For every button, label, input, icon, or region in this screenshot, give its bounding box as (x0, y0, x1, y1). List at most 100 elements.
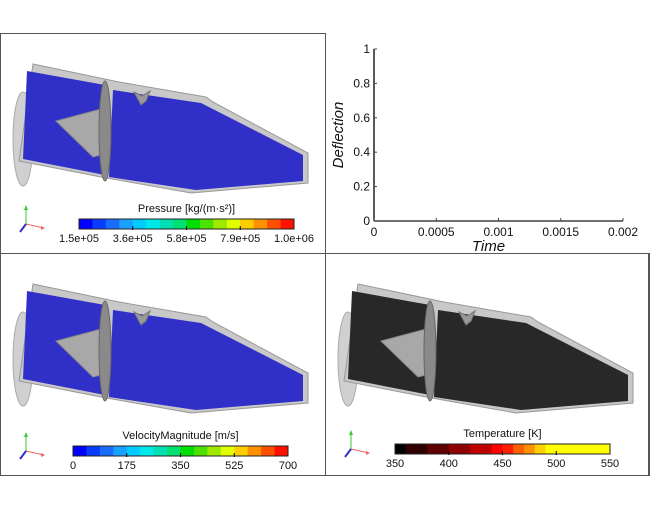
axis-triad-icon (344, 430, 370, 458)
colorbar-segment (599, 444, 611, 454)
colorbar-segment (234, 446, 249, 456)
colorbar-tick-label: 550 (600, 458, 620, 470)
colorbar-segment (167, 446, 181, 456)
contour-field (109, 310, 303, 410)
colorbar-segment (459, 444, 471, 454)
colorbar-segment (173, 219, 187, 229)
y-axis-title: Deflection (330, 102, 347, 169)
colorbar-segment (247, 446, 262, 456)
colorbar-segment (132, 219, 147, 229)
colorbar-segment (267, 219, 282, 229)
colorbar-segment (502, 444, 514, 454)
colorbar-segment (416, 444, 428, 454)
colorbar-segment (240, 219, 255, 229)
colorbar-tick-label: 1.0e+06 (273, 233, 315, 245)
x-tick-label: 0.0005 (418, 225, 455, 239)
colorbar-segment (253, 219, 268, 229)
colorbar-tick-label: 400 (439, 458, 458, 470)
colorbar-segment (105, 219, 120, 229)
colorbar-segment (180, 446, 195, 456)
colorbar-segment (395, 444, 407, 454)
x-axis-title: Time (472, 238, 505, 254)
colorbar-tick-label: 450 (493, 458, 512, 470)
colorbar-tick-label: 175 (117, 460, 136, 472)
colorbar-segment (534, 444, 546, 454)
colorbar-tick-label: 3.6e+05 (112, 233, 153, 245)
colorbar-segment (119, 219, 134, 229)
velocity-contour-panel: VelocityMagnitude [m/s] 0 175 350 525 700 (0, 253, 326, 476)
colorbar-tick-label: 350 (171, 460, 190, 472)
colorbar-segment (556, 444, 568, 454)
colorbar-tick-label: 7.9e+05 (220, 233, 261, 245)
bracket (132, 309, 152, 326)
colorbar-segment (524, 444, 536, 454)
x-tick-label: 0 (371, 225, 378, 239)
colorbar-segment (567, 444, 579, 454)
nozzle-geometry (12, 63, 309, 194)
colorbar-segment (274, 446, 289, 456)
contour-field (109, 90, 303, 190)
x-tick-label: 0.002 (608, 225, 638, 239)
colorbar-segment (588, 444, 600, 454)
deflection-chart-panel: 0 0.0005 0.001 0.0015 0.002 0 0.2 0.4 0.… (326, 33, 650, 254)
colorbar-segment (280, 219, 295, 229)
colorbar-segment (213, 219, 228, 229)
colorbar-title: VelocityMagnitude [m/s] (122, 430, 239, 442)
divider-disc (423, 300, 437, 402)
colorbar-segment (126, 446, 141, 456)
colorbar-segment (220, 446, 235, 456)
y-tick-label: 0.2 (353, 180, 370, 194)
colorbar-segment (86, 446, 101, 456)
temperature-contour-panel: Temperature [K] 350 400 450 500 550 (325, 253, 650, 476)
bracket (457, 309, 477, 326)
nozzle-geometry (337, 283, 634, 414)
contour-field (434, 310, 628, 410)
pressure-contour-view (12, 63, 309, 233)
colorbar-tick-label: 525 (225, 460, 244, 472)
colorbar-segment (207, 446, 222, 456)
velocity-contour-view (12, 283, 309, 460)
divider-disc (98, 300, 112, 402)
deflection-chart: 0 0.0005 0.001 0.0015 0.002 0 0.2 0.4 0.… (330, 42, 638, 254)
colorbar-segment (448, 444, 460, 454)
colorbar-tick-label: 1.5e+05 (58, 233, 100, 245)
colorbar-segment (491, 444, 503, 454)
colorbar-segment (99, 446, 114, 456)
bracket (132, 89, 152, 106)
colorbar-segment (153, 446, 168, 456)
colorbar-tick-label: 500 (547, 458, 566, 470)
colorbar-segment (79, 219, 93, 229)
y-tick-label: 0.8 (353, 76, 370, 90)
y-tick-label: 1 (363, 42, 370, 56)
axis-triad-icon (19, 205, 45, 233)
colorbar-segment (470, 444, 482, 454)
colorbar-tick-label: 5.8e+05 (166, 233, 207, 245)
colorbar-title: Temperature [K] (463, 428, 542, 440)
colorbar-segment (405, 444, 417, 454)
colorbar-title: Pressure [kg/(m·s²)] (137, 203, 236, 215)
divider-disc (98, 80, 112, 182)
pressure-contour-panel: Pressure [kg/(m·s²)] 1.5e+05 3.6e+05 5.8e+0… (0, 33, 326, 254)
y-tick-label: 0.4 (353, 145, 370, 159)
x-tick-label: 0.001 (483, 225, 513, 239)
colorbar-segment (226, 219, 241, 229)
colorbar-tick-label: 700 (278, 460, 298, 472)
colorbar-tick-label: 350 (385, 458, 405, 470)
x-tick-label: 0.0015 (542, 225, 579, 239)
temperature-contour-view (337, 283, 634, 458)
y-tick-label: 0 (363, 214, 370, 228)
colorbar-segment (427, 444, 439, 454)
y-tick-label: 0.6 (353, 111, 370, 125)
colorbar-segment (438, 444, 450, 454)
colorbar-segment (481, 444, 493, 454)
colorbar-segment (186, 219, 201, 229)
colorbar-segment (577, 444, 589, 454)
colorbar-segment (159, 219, 174, 229)
colorbar-segment (146, 219, 161, 229)
colorbar-segment (113, 446, 128, 456)
colorbar-segment (140, 446, 155, 456)
axis-triad-icon (19, 432, 45, 460)
colorbar-segment (513, 444, 525, 454)
colorbar-segment (545, 444, 557, 454)
colorbar-tick-label: 0 (69, 460, 77, 472)
